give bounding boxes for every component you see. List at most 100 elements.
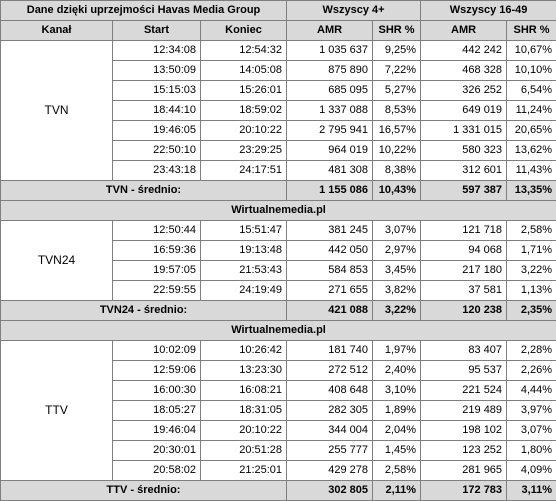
shr-all: 2,40% xyxy=(372,360,422,381)
amr-1649: 121 718 xyxy=(420,220,508,241)
shr-1649: 6,54% xyxy=(506,80,556,101)
end-time: 18:59:02 xyxy=(199,100,288,121)
shr-1649: 10,67% xyxy=(506,40,556,61)
shr-all: 3,10% xyxy=(372,380,422,401)
amr-1649: 281 965 xyxy=(420,460,508,481)
amr-1649: 580 323 xyxy=(420,140,508,161)
end-time: 24:17:51 xyxy=(199,160,288,181)
table-row: TVN 12:34:08 12:54:32 1 035 637 9,25% 442 242… xyxy=(0,40,556,181)
group-header-1649: Wszyscy 16-49 xyxy=(420,0,556,21)
average-amr-all: 302 805 xyxy=(286,480,374,501)
end-time: 20:10:22 xyxy=(199,420,288,441)
separator-row: Wirtualnemedia.pl xyxy=(0,320,556,341)
group-header-all: Wszyscy 4+ xyxy=(286,0,422,21)
shr-1649: 1,13% xyxy=(506,280,556,301)
average-shr-1649: 2,35% xyxy=(506,300,556,321)
amr-1649: 312 601 xyxy=(420,160,508,181)
header-row-groups: Dane dzięki uprzejmości Havas Media Grou… xyxy=(0,0,556,21)
average-amr-1649: 120 238 xyxy=(420,300,508,321)
shr-1649: 11,43% xyxy=(506,160,556,181)
average-shr-all: 2,11% xyxy=(372,480,422,501)
average-row: TVN24 - średnio: 421 088 3,22% 120 238 2,35% xyxy=(0,300,556,321)
amr-all: 429 278 xyxy=(286,460,374,481)
amr-all: 1 337 088 xyxy=(286,100,374,121)
separator-label: Wirtualnemedia.pl xyxy=(0,200,556,221)
amr-1649: 94 068 xyxy=(420,240,508,261)
start-time: 13:50:09 xyxy=(112,60,201,81)
header-row-columns: Kanał Start Koniec AMR SHR % AMR SHR % xyxy=(0,20,556,41)
average-label: TVN24 - średnio: xyxy=(0,300,288,321)
channel-name: TVN24 xyxy=(0,220,113,301)
end-time: 23:29:25 xyxy=(199,140,288,161)
shr-all: 3,45% xyxy=(372,260,422,281)
table-row: 22:59:55 24:19:49 271 655 3,82% 37 581 1,13% xyxy=(1,280,556,301)
average-shr-1649: 13,35% xyxy=(506,180,556,201)
table-row: 19:46:05 20:10:22 2 795 941 16,57% 1 331 015… xyxy=(1,120,556,141)
end-time: 20:51:28 xyxy=(199,440,288,461)
average-row: TTV - średnio: 302 805 2,11% 172 783 3,11% xyxy=(0,480,556,501)
shr-1649: 2,26% xyxy=(506,360,556,381)
average-label: TVN - średnio: xyxy=(0,180,288,201)
start-time: 16:59:36 xyxy=(112,240,201,261)
amr-1649: 221 524 xyxy=(420,380,508,401)
end-time: 20:10:22 xyxy=(199,120,288,141)
end-time: 21:25:01 xyxy=(199,460,288,481)
shr-1649: 1,80% xyxy=(506,440,556,461)
shr-all: 1,45% xyxy=(372,440,422,461)
start-time: 23:43:18 xyxy=(112,160,201,181)
start-time: 18:44:10 xyxy=(112,100,201,121)
shr-all: 2,58% xyxy=(372,460,422,481)
start-time: 15:15:03 xyxy=(112,80,201,101)
table-row: 18:44:10 18:59:02 1 337 088 8,53% 649 019 11,… xyxy=(1,100,556,121)
end-time: 13:23:30 xyxy=(199,360,288,381)
shr-1649: 20,65% xyxy=(506,120,556,141)
amr-1649: 649 019 xyxy=(420,100,508,121)
col-header-channel: Kanał xyxy=(0,20,113,41)
amr-1649: 198 102 xyxy=(420,420,508,441)
amr-1649: 83 407 xyxy=(420,340,508,361)
table-row: TTV 10:02:09 10:26:42 181 740 1,97% 83 407 2,2… xyxy=(0,340,556,481)
average-shr-1649: 3,11% xyxy=(506,480,556,501)
start-time: 22:50:10 xyxy=(112,140,201,161)
amr-1649: 442 242 xyxy=(420,40,508,61)
amr-1649: 123 252 xyxy=(420,440,508,461)
start-time: 10:02:09 xyxy=(112,340,201,361)
shr-1649: 2,58% xyxy=(506,220,556,241)
separator-label: Wirtualnemedia.pl xyxy=(0,320,556,341)
amr-1649: 219 489 xyxy=(420,400,508,421)
amr-all: 381 245 xyxy=(286,220,374,241)
amr-all: 2 795 941 xyxy=(286,120,374,141)
shr-1649: 13,62% xyxy=(506,140,556,161)
amr-all: 481 308 xyxy=(286,160,374,181)
shr-all: 1,89% xyxy=(372,400,422,421)
start-time: 20:58:02 xyxy=(112,460,201,481)
amr-all: 272 512 xyxy=(286,360,374,381)
amr-all: 344 004 xyxy=(286,420,374,441)
col-header-amr-1649: AMR xyxy=(420,20,508,41)
amr-1649: 468 328 xyxy=(420,60,508,81)
shr-1649: 1,71% xyxy=(506,240,556,261)
shr-all: 9,25% xyxy=(372,40,422,61)
channel-name: TVN xyxy=(0,40,113,181)
average-shr-all: 10,43% xyxy=(372,180,422,201)
shr-1649: 4,44% xyxy=(506,380,556,401)
shr-1649: 10,10% xyxy=(506,60,556,81)
end-time: 14:05:08 xyxy=(199,60,288,81)
end-time: 21:53:43 xyxy=(199,260,288,281)
end-time: 15:51:47 xyxy=(199,220,288,241)
end-time: 19:13:48 xyxy=(199,240,288,261)
shr-1649: 11,24% xyxy=(506,100,556,121)
amr-all: 408 648 xyxy=(286,380,374,401)
shr-all: 16,57% xyxy=(372,120,422,141)
end-time: 15:26:01 xyxy=(199,80,288,101)
shr-all: 3,07% xyxy=(372,220,422,241)
amr-1649: 217 180 xyxy=(420,260,508,281)
end-time: 12:54:32 xyxy=(199,40,288,61)
amr-all: 255 777 xyxy=(286,440,374,461)
end-time: 16:08:21 xyxy=(199,380,288,401)
average-amr-all: 1 155 086 xyxy=(286,180,374,201)
amr-all: 282 305 xyxy=(286,400,374,421)
average-row: TVN - średnio: 1 155 086 10,43% 597 387 13,3… xyxy=(0,180,556,201)
separator-row: Wirtualnemedia.pl xyxy=(0,200,556,221)
